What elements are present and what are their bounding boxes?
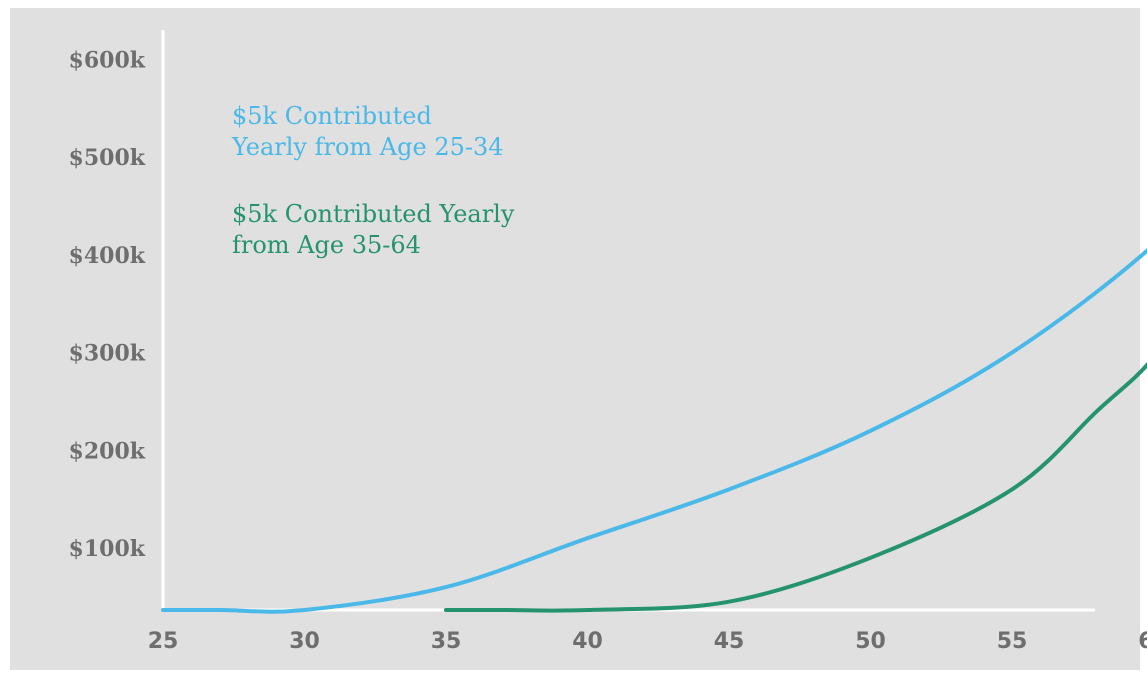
y-tick-labels: $100k $200k $300k $400k $500k $600k xyxy=(69,48,146,563)
x-tick-label: 55 xyxy=(997,629,1028,654)
x-tick-label: 35 xyxy=(431,629,462,654)
x-tick-label: 25 xyxy=(148,629,179,654)
y-tick-label: $300k xyxy=(69,341,146,367)
x-tick-label: 50 xyxy=(855,629,886,654)
series-lines xyxy=(161,248,1147,614)
legend-label-1: $5k Contributed xyxy=(232,102,432,130)
x-tick-label: 45 xyxy=(714,629,745,654)
legend-label-2: from Age 35-64 xyxy=(232,231,421,259)
y-tick-label: $400k xyxy=(69,243,146,269)
x-tick-label: 60 xyxy=(1138,629,1147,654)
legend-label-1: Yearly from Age 25-34 xyxy=(231,133,504,161)
y-tick-label: $100k xyxy=(69,536,146,562)
x-tick-labels: 25 30 35 40 45 50 55 60 xyxy=(148,629,1147,654)
x-tick-label: 30 xyxy=(289,629,320,654)
legend: $5k Contributed Yearly from Age 25-34 $5k … xyxy=(231,102,515,259)
y-tick-label: $600k xyxy=(69,48,146,74)
legend-label-2: $5k Contributed Yearly xyxy=(232,200,515,228)
y-tick-label: $500k xyxy=(69,145,146,171)
y-tick-label: $200k xyxy=(69,438,146,464)
x-tick-label: 40 xyxy=(572,629,603,654)
series-line-2 xyxy=(444,361,1147,613)
chart-background xyxy=(10,8,1140,670)
series-line-1 xyxy=(161,248,1147,614)
